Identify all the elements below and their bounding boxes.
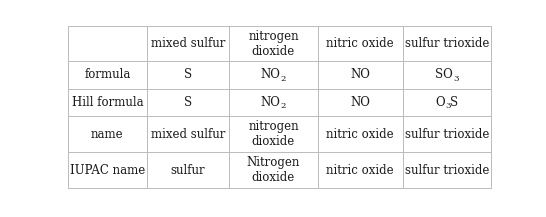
Text: nitric oxide: nitric oxide (327, 164, 394, 177)
Text: Hill formula: Hill formula (72, 96, 143, 109)
Text: 2: 2 (281, 102, 286, 110)
Text: nitrogen
dioxide: nitrogen dioxide (248, 120, 299, 148)
Text: nitric oxide: nitric oxide (327, 128, 394, 141)
Text: sulfur trioxide: sulfur trioxide (405, 164, 489, 177)
Text: mixed sulfur: mixed sulfur (151, 37, 225, 50)
Text: sulfur: sulfur (170, 164, 205, 177)
Text: 2: 2 (281, 75, 286, 82)
Text: NO: NO (351, 68, 370, 81)
Text: NO: NO (351, 96, 370, 109)
Text: sulfur trioxide: sulfur trioxide (405, 37, 489, 50)
Text: NO: NO (261, 68, 281, 81)
Text: formula: formula (84, 68, 130, 81)
Text: O: O (435, 96, 445, 109)
Text: NO: NO (261, 96, 281, 109)
Text: 3: 3 (445, 102, 450, 110)
Text: nitric oxide: nitric oxide (327, 37, 394, 50)
Text: mixed sulfur: mixed sulfur (151, 128, 225, 141)
Text: 3: 3 (453, 75, 459, 82)
Text: S: S (183, 96, 192, 109)
Text: IUPAC name: IUPAC name (70, 164, 145, 177)
Text: sulfur trioxide: sulfur trioxide (405, 128, 489, 141)
Text: SO: SO (435, 68, 453, 81)
Text: nitrogen
dioxide: nitrogen dioxide (248, 30, 299, 58)
Text: S: S (183, 68, 192, 81)
Text: name: name (91, 128, 124, 141)
Text: Nitrogen
dioxide: Nitrogen dioxide (247, 156, 300, 184)
Text: S: S (450, 96, 459, 109)
